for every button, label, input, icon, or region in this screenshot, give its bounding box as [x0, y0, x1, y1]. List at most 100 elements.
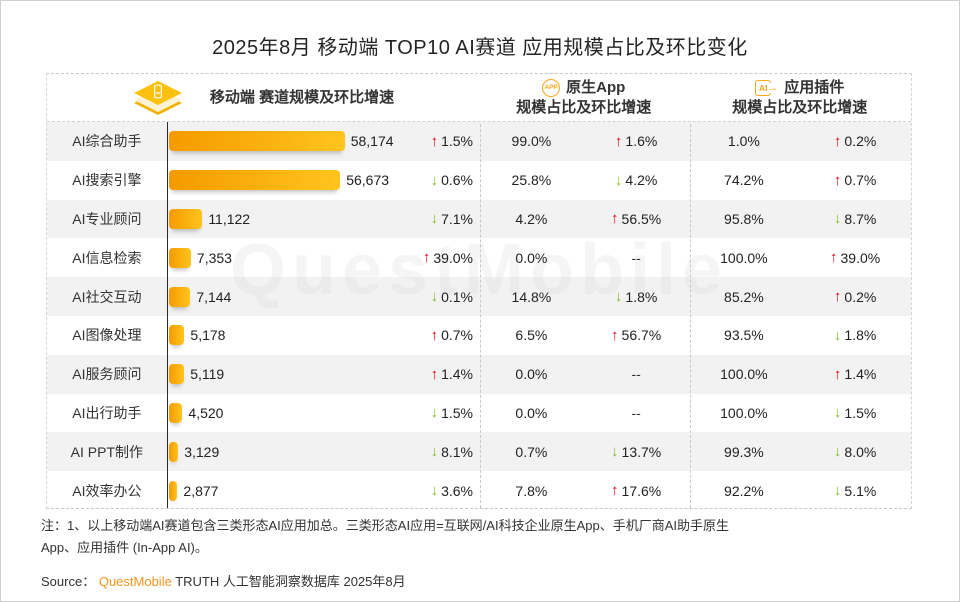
scale-value: 2,877	[183, 482, 219, 499]
up-arrow-icon: ↑	[611, 210, 619, 228]
scale-bar-cell: 5,119	[167, 355, 411, 394]
scale-bar	[168, 441, 179, 462]
scale-bar-cell: 3,129	[167, 432, 411, 471]
up-arrow-icon: ↑	[833, 171, 842, 189]
app-change-value: 56.5%	[621, 210, 662, 227]
up-arrow-icon: ↑	[422, 249, 431, 267]
track-label-cell: AI服务顾问	[47, 355, 167, 394]
down-arrow-icon: ↓	[833, 404, 842, 422]
app-change-value: --	[631, 366, 641, 383]
scale-value: 7,353	[196, 249, 232, 266]
plugin-share-cell: 99.3%	[724, 443, 764, 460]
scale-bar	[168, 131, 345, 152]
source-prefix: Source：	[41, 574, 96, 589]
app-change-value: 13.7%	[621, 443, 662, 460]
table-row: AI搜索引擎 56,673 ↓ 0.6% 25.8% ↓ 4.2% 74.2% ↑ 0.7%	[47, 161, 911, 200]
scale-bar	[168, 286, 191, 307]
app-share-cell: 7.8%	[515, 482, 548, 499]
source-rest: TRUTH 人工智能洞察数据库 2025年8月	[175, 574, 406, 589]
scale-bar-cell: 2,877	[167, 471, 411, 510]
chart-table: QuestMobile 移动端 赛道规模及环比增速 APP 原生App 规模占比…	[46, 73, 912, 509]
scale-change-value: 0.6%	[441, 172, 474, 189]
plugin-change-value: 8.7%	[844, 210, 877, 227]
scale-change-value: 39.0%	[433, 249, 474, 266]
track-label: AI信息检索	[72, 249, 142, 266]
scale-bar	[168, 208, 203, 229]
plugin-change-value: 1.8%	[844, 327, 877, 344]
track-label: AI综合助手	[72, 133, 142, 150]
table-row: AI效率办公 2,877 ↓ 3.6% 7.8% ↑ 17.6% 92.2% ↓ 5.1%	[47, 471, 911, 510]
down-arrow-icon: ↓	[430, 210, 439, 228]
down-arrow-icon: ↓	[833, 443, 842, 461]
up-arrow-icon: ↑	[830, 249, 838, 267]
scale-value: 5,178	[190, 327, 226, 344]
down-arrow-icon: ↓	[430, 404, 439, 422]
track-label: AI社交互动	[72, 288, 142, 305]
plugin-change-value: 0.2%	[844, 288, 877, 305]
app-change-cell: ↑ 17.6%	[584, 471, 689, 510]
app-change-value: 4.2%	[625, 172, 658, 189]
down-arrow-icon: ↓	[614, 288, 623, 306]
scale-bar	[168, 170, 341, 191]
app-change-cell: ↑ 1.6%	[584, 122, 689, 161]
native-app-header-line1: 原生App	[566, 78, 626, 96]
plugin-share-cell: 95.8%	[724, 210, 764, 227]
app-change-cell: --	[584, 394, 689, 433]
down-arrow-icon: ↓	[614, 171, 623, 189]
scale-bar-cell: 11,122	[167, 200, 411, 239]
track-label-cell: AI信息检索	[47, 238, 167, 277]
scale-value: 56,673	[346, 172, 390, 189]
plugin-change-cell: ↓ 5.1%	[799, 471, 911, 510]
track-label-cell: AI专业顾问	[47, 200, 167, 239]
track-label-cell: AI搜索引擎	[47, 161, 167, 200]
section-divider-1	[480, 74, 481, 508]
plugin-change-cell: ↓ 8.0%	[799, 432, 911, 471]
app-change-cell: ↑ 56.5%	[584, 200, 689, 239]
table-header: 移动端 赛道规模及环比增速 APP 原生App 规模占比及环比增速 AI → 应…	[47, 74, 911, 122]
scale-bar	[168, 364, 185, 385]
scale-change-cell: ↓ 0.1%	[411, 277, 479, 316]
footnote-line1: 注：1、以上移动端AI赛道包含三类形态AI应用加总。三类形态AI应用=互联网/A…	[41, 518, 729, 533]
scale-value: 4,520	[188, 404, 224, 421]
app-share-cell: 99.0%	[511, 133, 552, 150]
scale-change-cell: ↑ 0.7%	[411, 316, 479, 355]
app-share-cell: 0.0%	[515, 366, 548, 383]
track-label: AI搜索引擎	[72, 172, 142, 189]
down-arrow-icon: ↓	[611, 443, 619, 461]
app-share-cell: 6.5%	[515, 327, 548, 344]
column-group-mobile-scale: 移动端 赛道规模及环比增速	[47, 74, 479, 121]
plugin-share-cell: 100.0%	[720, 249, 768, 266]
plugin-change-value: 1.4%	[844, 366, 877, 383]
scale-value: 7,144	[196, 288, 232, 305]
down-arrow-icon: ↓	[833, 326, 842, 344]
scale-bar-cell: 58,174	[167, 122, 411, 161]
section-divider-2	[690, 74, 691, 508]
column-group-app-plugin: AI → 应用插件 规模占比及环比增速	[689, 74, 911, 121]
source-line: Source： QuestMobile TRUTH 人工智能洞察数据库 2025…	[41, 571, 406, 590]
table-body: AI综合助手 58,174 ↑ 1.5% 99.0% ↑ 1.6% 1.0% ↑ 0.2% AI搜索…	[47, 122, 911, 510]
scale-change-cell: ↓ 3.6%	[411, 471, 479, 510]
track-label: AI专业顾问	[72, 210, 142, 227]
scale-bar-cell: 7,144	[167, 277, 411, 316]
up-arrow-icon: ↑	[611, 326, 619, 344]
down-arrow-icon: ↓	[430, 443, 439, 461]
table-row: AI社交互动 7,144 ↓ 0.1% 14.8% ↓ 1.8% 85.2% ↑ 0.2%	[47, 277, 911, 316]
scale-bar-cell: 5,178	[167, 316, 411, 355]
plugin-share-cell: 74.2%	[724, 172, 764, 189]
plugin-arrow-icon: →	[767, 81, 779, 94]
scale-change-cell: ↓ 0.6%	[411, 161, 479, 200]
plugin-change-value: 0.2%	[844, 133, 877, 150]
plugin-change-value: 8.0%	[844, 443, 877, 460]
plugin-change-cell: ↓ 8.7%	[799, 200, 911, 239]
plugin-change-value: 1.5%	[844, 404, 877, 421]
up-arrow-icon: ↑	[833, 288, 842, 306]
table-row: AI信息检索 7,353 ↑ 39.0% 0.0% -- 100.0% ↑ 39.0%	[47, 238, 911, 277]
scale-bar	[168, 247, 191, 268]
plugin-change-value: 39.0%	[840, 249, 881, 266]
app-plugin-header-line2: 规模占比及环比增速	[732, 98, 868, 116]
up-arrow-icon: ↑	[430, 326, 439, 344]
scale-change-value: 7.1%	[441, 210, 474, 227]
table-row: AI专业顾问 11,122 ↓ 7.1% 4.2% ↑ 56.5% 95.8% ↓ 8.7%	[47, 199, 911, 239]
track-label-cell: AI综合助手	[47, 122, 167, 161]
table-row: AI图像处理 5,178 ↑ 0.7% 6.5% ↑ 56.7% 93.5% ↓ 1.8%	[47, 316, 911, 355]
